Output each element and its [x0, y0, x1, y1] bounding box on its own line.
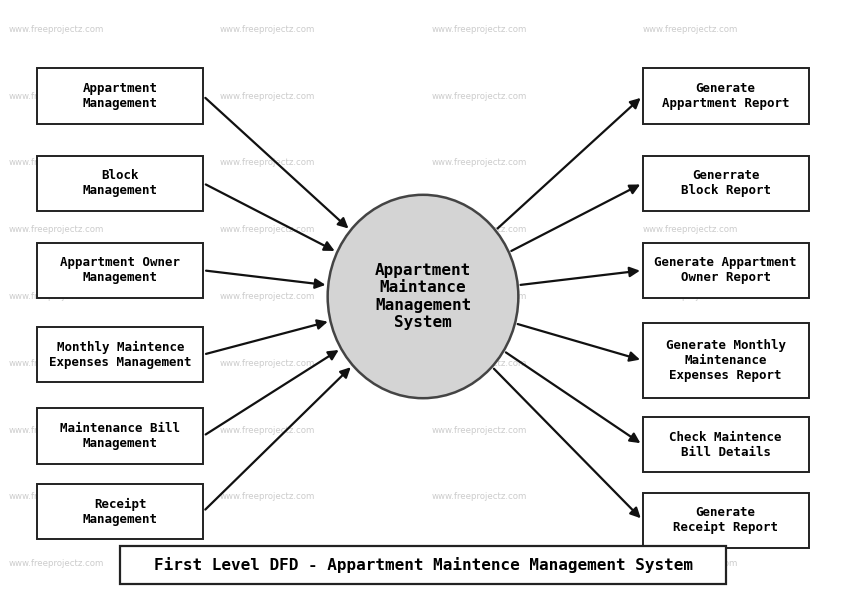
Text: Appartment
Maintance
Management
System: Appartment Maintance Management System — [375, 263, 471, 330]
Text: Appartment Owner
Management: Appartment Owner Management — [60, 256, 180, 285]
Text: Receipt
Management: Receipt Management — [83, 498, 158, 525]
Text: www.freeprojectz.com: www.freeprojectz.com — [220, 158, 316, 167]
Text: www.freeprojectz.com: www.freeprojectz.com — [220, 426, 316, 435]
Text: www.freeprojectz.com: www.freeprojectz.com — [431, 91, 527, 100]
Text: www.freeprojectz.com: www.freeprojectz.com — [643, 225, 738, 234]
Text: www.freeprojectz.com: www.freeprojectz.com — [643, 426, 738, 435]
Text: Appartment
Management: Appartment Management — [83, 82, 158, 110]
Text: Generate Appartment
Owner Report: Generate Appartment Owner Report — [654, 256, 797, 285]
FancyBboxPatch shape — [643, 417, 809, 472]
Text: www.freeprojectz.com: www.freeprojectz.com — [8, 426, 104, 435]
Text: www.freeprojectz.com: www.freeprojectz.com — [220, 493, 316, 502]
Text: www.freeprojectz.com: www.freeprojectz.com — [643, 493, 738, 502]
Text: Block
Management: Block Management — [83, 169, 158, 197]
Text: www.freeprojectz.com: www.freeprojectz.com — [431, 426, 527, 435]
FancyBboxPatch shape — [120, 546, 726, 584]
Text: Monthly Maintence
Expenses Management: Monthly Maintence Expenses Management — [49, 340, 192, 369]
Text: www.freeprojectz.com: www.freeprojectz.com — [220, 225, 316, 234]
Text: www.freeprojectz.com: www.freeprojectz.com — [431, 359, 527, 368]
FancyBboxPatch shape — [37, 243, 203, 298]
Text: www.freeprojectz.com: www.freeprojectz.com — [8, 493, 104, 502]
Text: www.freeprojectz.com: www.freeprojectz.com — [8, 25, 104, 34]
Text: Generate
Appartment Report: Generate Appartment Report — [662, 82, 789, 110]
Text: www.freeprojectz.com: www.freeprojectz.com — [8, 359, 104, 368]
FancyBboxPatch shape — [643, 243, 809, 298]
FancyBboxPatch shape — [643, 323, 809, 398]
Text: www.freeprojectz.com: www.freeprojectz.com — [431, 292, 527, 301]
Text: www.freeprojectz.com: www.freeprojectz.com — [220, 91, 316, 100]
Ellipse shape — [327, 195, 519, 398]
Text: Generate Monthly
Maintenance
Expenses Report: Generate Monthly Maintenance Expenses Re… — [666, 339, 786, 382]
Text: Check Maintence
Bill Details: Check Maintence Bill Details — [669, 431, 782, 459]
Text: www.freeprojectz.com: www.freeprojectz.com — [8, 158, 104, 167]
Text: www.freeprojectz.com: www.freeprojectz.com — [431, 25, 527, 34]
FancyBboxPatch shape — [37, 484, 203, 539]
FancyBboxPatch shape — [643, 155, 809, 211]
Text: www.freeprojectz.com: www.freeprojectz.com — [431, 559, 527, 568]
FancyBboxPatch shape — [37, 155, 203, 211]
FancyBboxPatch shape — [37, 409, 203, 464]
Text: www.freeprojectz.com: www.freeprojectz.com — [431, 493, 527, 502]
Text: First Level DFD - Appartment Maintence Management System: First Level DFD - Appartment Maintence M… — [153, 557, 693, 573]
Text: www.freeprojectz.com: www.freeprojectz.com — [220, 559, 316, 568]
FancyBboxPatch shape — [37, 68, 203, 123]
Text: www.freeprojectz.com: www.freeprojectz.com — [8, 292, 104, 301]
Text: Generate
Receipt Report: Generate Receipt Report — [673, 506, 778, 534]
Text: www.freeprojectz.com: www.freeprojectz.com — [220, 25, 316, 34]
Text: www.freeprojectz.com: www.freeprojectz.com — [643, 25, 738, 34]
Text: Maintenance Bill
Management: Maintenance Bill Management — [60, 422, 180, 450]
Text: www.freeprojectz.com: www.freeprojectz.com — [431, 158, 527, 167]
FancyBboxPatch shape — [643, 68, 809, 123]
Text: www.freeprojectz.com: www.freeprojectz.com — [643, 359, 738, 368]
Text: www.freeprojectz.com: www.freeprojectz.com — [643, 559, 738, 568]
Text: www.freeprojectz.com: www.freeprojectz.com — [8, 559, 104, 568]
Text: www.freeprojectz.com: www.freeprojectz.com — [643, 158, 738, 167]
Text: www.freeprojectz.com: www.freeprojectz.com — [220, 292, 316, 301]
Text: www.freeprojectz.com: www.freeprojectz.com — [431, 225, 527, 234]
Text: www.freeprojectz.com: www.freeprojectz.com — [220, 359, 316, 368]
Text: www.freeprojectz.com: www.freeprojectz.com — [8, 91, 104, 100]
Text: www.freeprojectz.com: www.freeprojectz.com — [643, 292, 738, 301]
Text: www.freeprojectz.com: www.freeprojectz.com — [8, 225, 104, 234]
Text: www.freeprojectz.com: www.freeprojectz.com — [643, 91, 738, 100]
Text: Generrate
Block Report: Generrate Block Report — [681, 169, 771, 197]
FancyBboxPatch shape — [37, 327, 203, 382]
FancyBboxPatch shape — [643, 493, 809, 548]
